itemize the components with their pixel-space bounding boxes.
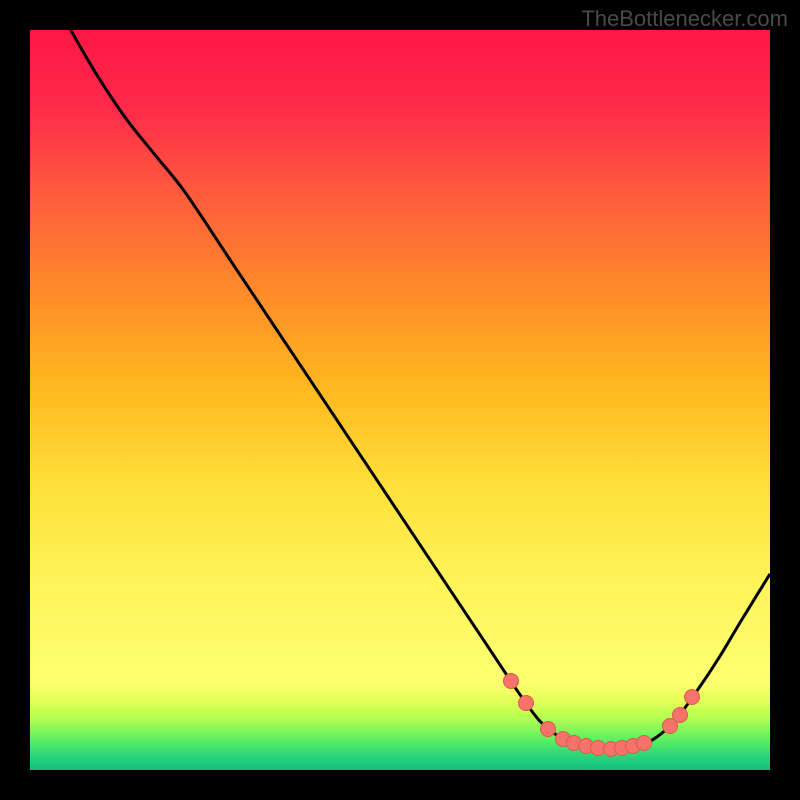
chart-container: TheBottlenecker.com [0,0,800,800]
markers-layer [30,30,770,770]
plot-area [30,30,770,770]
data-marker [503,673,519,689]
data-marker [540,721,556,737]
data-marker [684,689,700,705]
data-marker [518,695,534,711]
watermark-text: TheBottlenecker.com [581,6,788,32]
data-marker [672,707,688,723]
data-marker [636,735,652,751]
